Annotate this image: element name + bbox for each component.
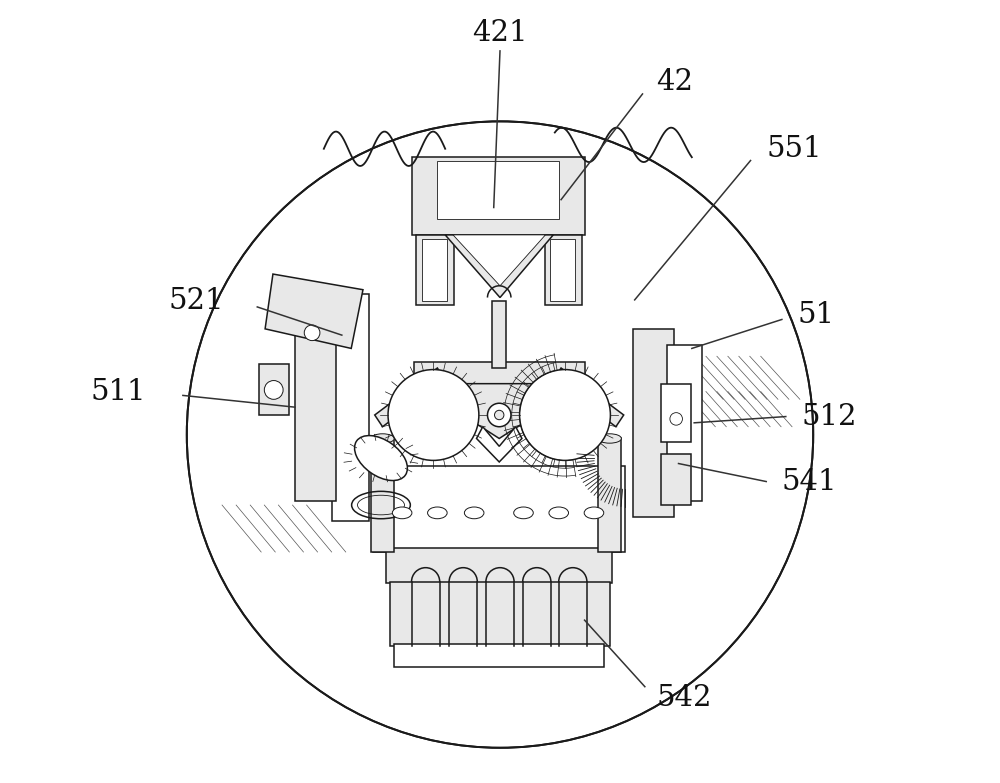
Circle shape: [487, 403, 511, 427]
Bar: [667, 345, 702, 501]
Bar: [492, 301, 506, 368]
Circle shape: [495, 410, 504, 420]
Polygon shape: [375, 368, 445, 427]
Text: 511: 511: [91, 377, 146, 406]
Bar: [598, 438, 621, 552]
Bar: [371, 438, 394, 552]
Bar: [332, 294, 369, 521]
Polygon shape: [477, 427, 522, 462]
Bar: [633, 329, 674, 517]
Circle shape: [304, 325, 320, 341]
Polygon shape: [414, 384, 585, 438]
Ellipse shape: [392, 507, 412, 518]
Bar: [661, 384, 691, 442]
Polygon shape: [453, 235, 545, 286]
Bar: [661, 454, 691, 505]
Text: 51: 51: [798, 301, 835, 329]
Polygon shape: [265, 274, 363, 348]
Ellipse shape: [464, 507, 484, 518]
Ellipse shape: [371, 434, 394, 443]
Text: 551: 551: [766, 135, 822, 163]
Bar: [414, 362, 585, 384]
Bar: [390, 582, 610, 646]
Ellipse shape: [549, 507, 569, 518]
Circle shape: [670, 413, 682, 425]
Bar: [394, 644, 604, 667]
Ellipse shape: [428, 507, 447, 518]
Bar: [295, 313, 336, 501]
Bar: [386, 548, 612, 583]
Bar: [437, 161, 559, 219]
Ellipse shape: [355, 435, 407, 481]
Circle shape: [264, 381, 283, 399]
Ellipse shape: [598, 434, 621, 443]
Bar: [550, 239, 575, 301]
Bar: [412, 157, 585, 235]
Polygon shape: [445, 235, 553, 298]
Bar: [416, 235, 454, 305]
Text: 542: 542: [657, 684, 712, 713]
Polygon shape: [553, 368, 624, 427]
Circle shape: [187, 121, 813, 748]
Bar: [259, 364, 289, 415]
Circle shape: [388, 370, 479, 460]
Text: 521: 521: [169, 287, 224, 316]
Bar: [373, 466, 625, 552]
Ellipse shape: [584, 507, 604, 518]
Text: 42: 42: [657, 68, 694, 96]
Bar: [545, 235, 582, 305]
Ellipse shape: [514, 507, 533, 518]
Text: 421: 421: [472, 19, 528, 47]
Text: 512: 512: [801, 402, 857, 431]
Text: 541: 541: [782, 467, 837, 496]
Bar: [422, 239, 447, 301]
Circle shape: [520, 370, 610, 460]
